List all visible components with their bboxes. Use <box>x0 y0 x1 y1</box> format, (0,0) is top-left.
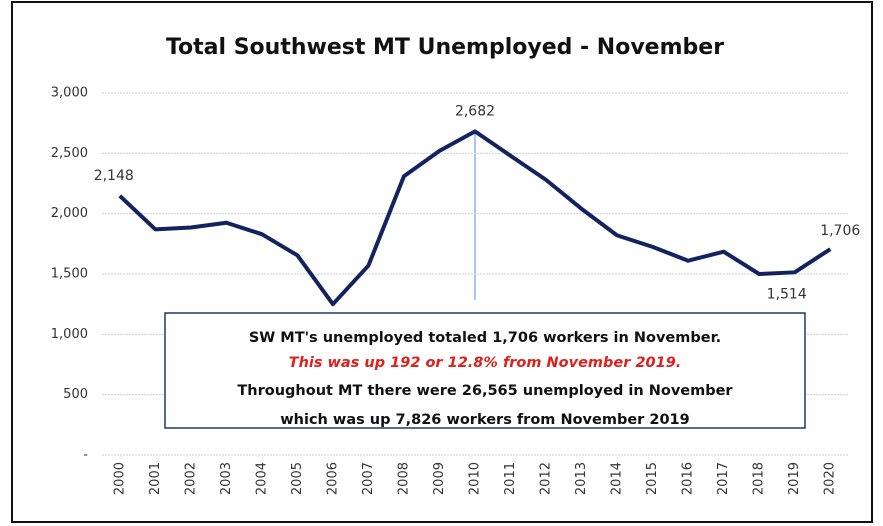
x-tick-label: 2017 <box>716 462 731 495</box>
x-tick-label: 2012 <box>539 462 554 495</box>
x-tick-label: 2014 <box>610 462 625 495</box>
x-tick-label: 2009 <box>432 462 447 495</box>
annotation: This was up 192 or 12.8% from November 2… <box>289 355 682 371</box>
x-tick-label: 2015 <box>645 462 660 495</box>
y-tick-label: 1,000 <box>51 327 88 342</box>
y-tick-label: - <box>83 448 88 463</box>
x-tick-label: 2019 <box>787 462 802 495</box>
x-tick-label: 2003 <box>219 462 234 495</box>
data-label: 2,682 <box>455 103 495 119</box>
annotation: Throughout MT there were 26,565 unemploy… <box>237 383 733 399</box>
x-tick-label: 2000 <box>112 462 127 495</box>
annotation: which was up 7,826 workers from November… <box>280 412 689 428</box>
data-label: 1,706 <box>820 223 860 239</box>
x-tick-label: 2006 <box>325 462 340 495</box>
chart-border <box>11 1 873 523</box>
data-label: 2,148 <box>94 168 134 184</box>
x-tick-label: 2004 <box>254 462 269 495</box>
x-tick-label: 2005 <box>290 462 305 495</box>
x-tick-label: 2018 <box>752 462 767 495</box>
y-tick-label: 2,000 <box>51 206 88 221</box>
y-tick-label: 500 <box>63 387 88 402</box>
y-tick-label: 2,500 <box>51 146 88 161</box>
x-tick-label: 2010 <box>468 462 483 495</box>
x-tick-label: 2013 <box>574 462 589 495</box>
x-tick-label: 2011 <box>503 462 518 495</box>
line-series <box>118 129 832 307</box>
annotation: SW MT's unemployed totaled 1,706 workers… <box>249 330 721 346</box>
x-tick-label: 2001 <box>148 462 163 495</box>
chart-title: Total Southwest MT Unemployed - November <box>166 35 724 60</box>
y-tick-label: 1,500 <box>51 267 88 282</box>
x-tick-label: 2007 <box>361 462 376 495</box>
annotation-box <box>164 312 806 429</box>
x-tick-label: 2016 <box>681 462 696 495</box>
data-label: 1,514 <box>767 286 807 302</box>
x-tick-label: 2002 <box>183 462 198 495</box>
x-tick-label: 2020 <box>823 462 838 495</box>
y-tick-label: 3,000 <box>51 86 88 101</box>
x-tick-label: 2008 <box>396 462 411 495</box>
